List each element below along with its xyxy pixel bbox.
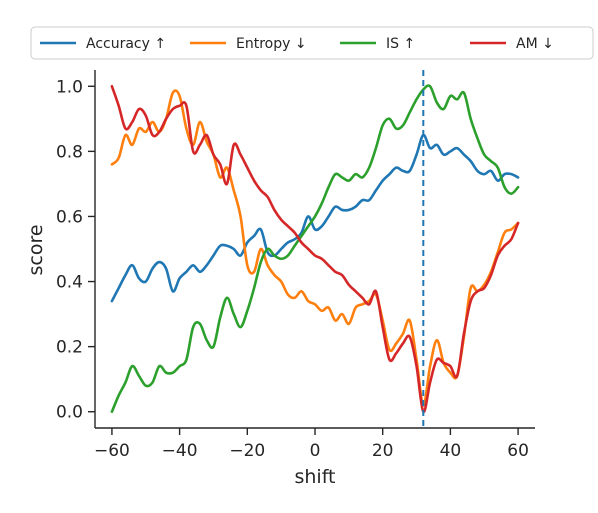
y-tick-label: 0.0: [56, 403, 83, 423]
x-tick-label: 0: [310, 441, 321, 461]
legend-box: [30, 26, 594, 60]
axes: −60 −40 −20 0 20 40 60 0.0 0.2 0.4 0.6 0.8 1.0: [56, 70, 535, 461]
x-tick-label: −60: [94, 441, 130, 461]
series-line-entropy: [110, 89, 520, 407]
legend-label-is: IS ↑: [386, 36, 415, 52]
y-tick-label: 0.2: [56, 338, 83, 358]
series-line-is: [110, 84, 520, 414]
y-tick-label: 0.6: [56, 207, 83, 227]
series-line-accuracy: [110, 133, 520, 303]
series-line-am: [110, 84, 520, 414]
plot-lines: [110, 70, 520, 428]
y-axis-title: score: [25, 224, 47, 275]
y-tick-label: 0.4: [56, 273, 83, 293]
legend: Accuracy ↑ Entropy ↓ IS ↑ AM ↓: [30, 26, 594, 60]
y-tick-label: 1.0: [56, 77, 83, 97]
legend-label-accuracy: Accuracy ↑: [86, 36, 166, 52]
x-tick-label: 60: [507, 441, 529, 461]
x-tick-label: 40: [440, 441, 462, 461]
x-axis-title: shift: [294, 466, 335, 488]
x-tick-label: −40: [162, 441, 198, 461]
x-tick-label: −20: [229, 441, 265, 461]
x-tick-label: 20: [372, 441, 394, 461]
y-tick-label: 0.8: [56, 142, 83, 162]
legend-label-entropy: Entropy ↓: [236, 36, 307, 52]
legend-label-am: AM ↓: [516, 36, 554, 52]
